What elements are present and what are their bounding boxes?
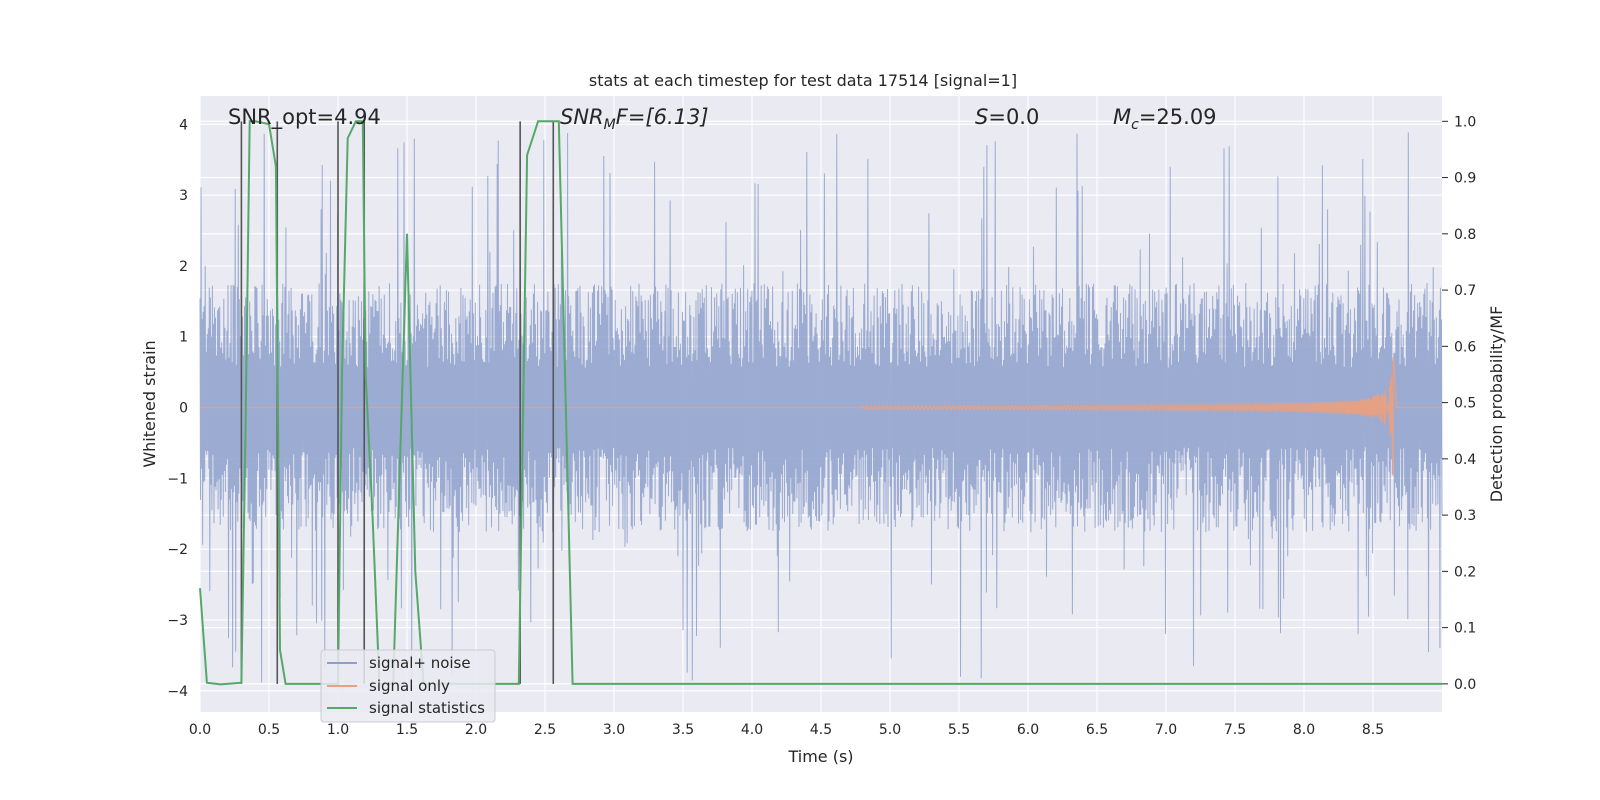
y-right-tick-label: 0.8 <box>1454 227 1476 243</box>
snr-mf-main: SNR <box>560 105 604 129</box>
x-tick-label: 1.5 <box>396 722 418 738</box>
annotation-snr-opt: SNR_opt=4.94 <box>228 105 381 130</box>
y-tick-label: 0 <box>179 401 188 417</box>
legend-box <box>320 649 496 723</box>
snr-mf-value: F=[6.13] <box>616 105 709 129</box>
annotation-snr-mf: SNRMF=[6.13] <box>560 105 709 133</box>
y-right-tick-label: 0.0 <box>1454 677 1476 693</box>
y-axis-ticks: −4 −3 −2 −1 0 1 2 3 4 <box>167 117 188 699</box>
x-tick-label: 4.0 <box>741 722 763 738</box>
y-right-tick-label: 0.2 <box>1454 564 1476 580</box>
y-tick-label: 2 <box>179 259 188 275</box>
y-tick-label: −3 <box>167 613 188 629</box>
x-tick-label: 4.5 <box>810 722 832 738</box>
x-tick-label: 0.5 <box>258 722 280 738</box>
x-tick-label: 6.0 <box>1017 722 1039 738</box>
series-signal-plus-noise <box>199 132 1443 684</box>
legend-label-stats: signal statistics <box>369 699 485 717</box>
x-tick-label: 7.5 <box>1224 722 1246 738</box>
y-right-tick-label: 0.1 <box>1454 621 1476 637</box>
x-axis-label: Time (s) <box>787 747 853 766</box>
x-tick-label: 1.0 <box>327 722 349 738</box>
y-right-axis-ticks: 0.0 0.1 0.2 0.3 0.4 0.5 0.6 0.7 0.8 0.9 1.0 <box>1442 114 1476 693</box>
y-right-tick-label: 0.6 <box>1454 339 1476 355</box>
x-tick-label: 3.0 <box>603 722 625 738</box>
s-symbol: S <box>975 105 988 129</box>
y-tick-label: −4 <box>167 684 188 700</box>
series-signal-only <box>200 357 1442 476</box>
x-tick-label: 5.5 <box>948 722 970 738</box>
y-right-tick-label: 1.0 <box>1454 114 1476 130</box>
annotation-s: S=0.0 <box>975 105 1039 129</box>
y-right-tick-label: 0.5 <box>1454 396 1476 412</box>
y-tick-label: 4 <box>179 117 188 133</box>
s-value: =0.0 <box>988 105 1039 129</box>
legend: signal+ noise signal only signal statist… <box>320 649 496 723</box>
noise-trace <box>199 132 1443 684</box>
mc-subscript: c <box>1131 117 1139 133</box>
x-tick-label: 8.5 <box>1362 722 1384 738</box>
y-tick-label: 1 <box>179 330 188 346</box>
x-tick-label: 8.0 <box>1293 722 1315 738</box>
y-tick-label: −1 <box>167 471 188 487</box>
x-tick-label: 7.0 <box>1155 722 1177 738</box>
chirp-trace <box>200 357 1442 476</box>
mc-symbol: M <box>1113 105 1131 129</box>
y-tick-label: −2 <box>167 542 188 558</box>
x-tick-label: 5.0 <box>879 722 901 738</box>
y-right-tick-label: 0.4 <box>1454 452 1476 468</box>
snr-mf-subscript: M <box>604 117 616 133</box>
x-tick-label: 0.0 <box>189 722 211 738</box>
y-right-axis-label: Detection probability/MF <box>1487 306 1506 503</box>
legend-label-noise: signal+ noise <box>369 654 471 672</box>
y-tick-label: 3 <box>179 188 188 204</box>
annotation-mc: Mc=25.09 <box>1113 105 1217 133</box>
mc-value: =25.09 <box>1139 105 1217 129</box>
legend-label-signal: signal only <box>369 677 450 695</box>
y-right-tick-label: 0.7 <box>1454 283 1476 299</box>
x-tick-label: 2.5 <box>534 722 556 738</box>
chart-title: stats at each timestep for test data 175… <box>589 71 1017 90</box>
y-right-tick-label: 0.3 <box>1454 508 1476 524</box>
x-tick-label: 3.5 <box>672 722 694 738</box>
y-axis-label: Whitened strain <box>140 340 159 467</box>
x-tick-label: 2.0 <box>465 722 487 738</box>
y-right-tick-label: 0.9 <box>1454 171 1476 187</box>
x-tick-label: 6.5 <box>1086 722 1108 738</box>
x-axis-ticks: 0.0 0.5 1.0 1.5 2.0 2.5 3.0 3.5 4.0 4.5 5.0 5.5 6.0 6… <box>189 722 1384 738</box>
